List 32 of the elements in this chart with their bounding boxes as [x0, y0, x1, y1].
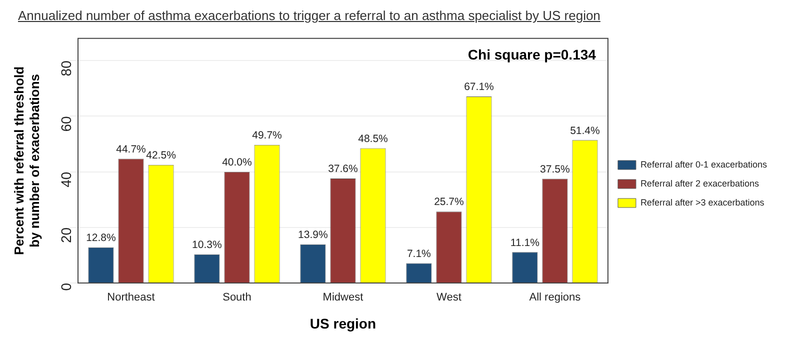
x-tick-label: Midwest [322, 292, 364, 304]
data-label: 51.4% [570, 124, 600, 137]
legend-label: Referral after 0-1 exacerbations [640, 159, 768, 170]
data-label: 67.1% [464, 81, 494, 94]
y-tick-label: 60 [58, 116, 74, 132]
data-label: 42.5% [146, 150, 176, 162]
data-label: 7.1% [406, 248, 431, 260]
data-label: 37.5% [540, 163, 570, 176]
data-label: 10.3% [192, 239, 222, 252]
y-axis-title: Percent with referral threshold by number of exacerbations [11, 66, 42, 255]
y-tick-label: 40 [58, 172, 74, 188]
data-label: 11.1% [510, 236, 540, 249]
x-tick-label: Northeast [107, 292, 155, 304]
annotation: Chi square p=0.134 [468, 46, 596, 62]
data-label: 40.0% [222, 156, 252, 168]
data-label: 49.7% [252, 129, 282, 142]
data-label: 44.7% [116, 143, 146, 156]
x-tick-label: All regions [529, 292, 582, 304]
data-label: 12.8% [86, 232, 116, 244]
data-label: 13.9% [298, 229, 328, 242]
y-tick-label: 80 [58, 60, 74, 76]
y-tick-label: 20 [58, 227, 74, 243]
data-label: 37.6% [328, 163, 358, 176]
data-label: 48.5% [358, 132, 388, 145]
legend-label: Referral after 2 exacerbations [640, 178, 760, 188]
x-tick-label: South [222, 292, 252, 304]
legend-label: Referral after >3 exacerbations [640, 197, 765, 208]
x-axis-title: US region [310, 315, 376, 332]
y-tick-label: 0 [58, 282, 74, 291]
data-label: 25.7% [434, 196, 464, 208]
chart-title: Annualized number of asthma exacerbations to trigger a referral to an asthma specialist by US region [18, 8, 602, 23]
x-tick-label: West [436, 292, 462, 304]
